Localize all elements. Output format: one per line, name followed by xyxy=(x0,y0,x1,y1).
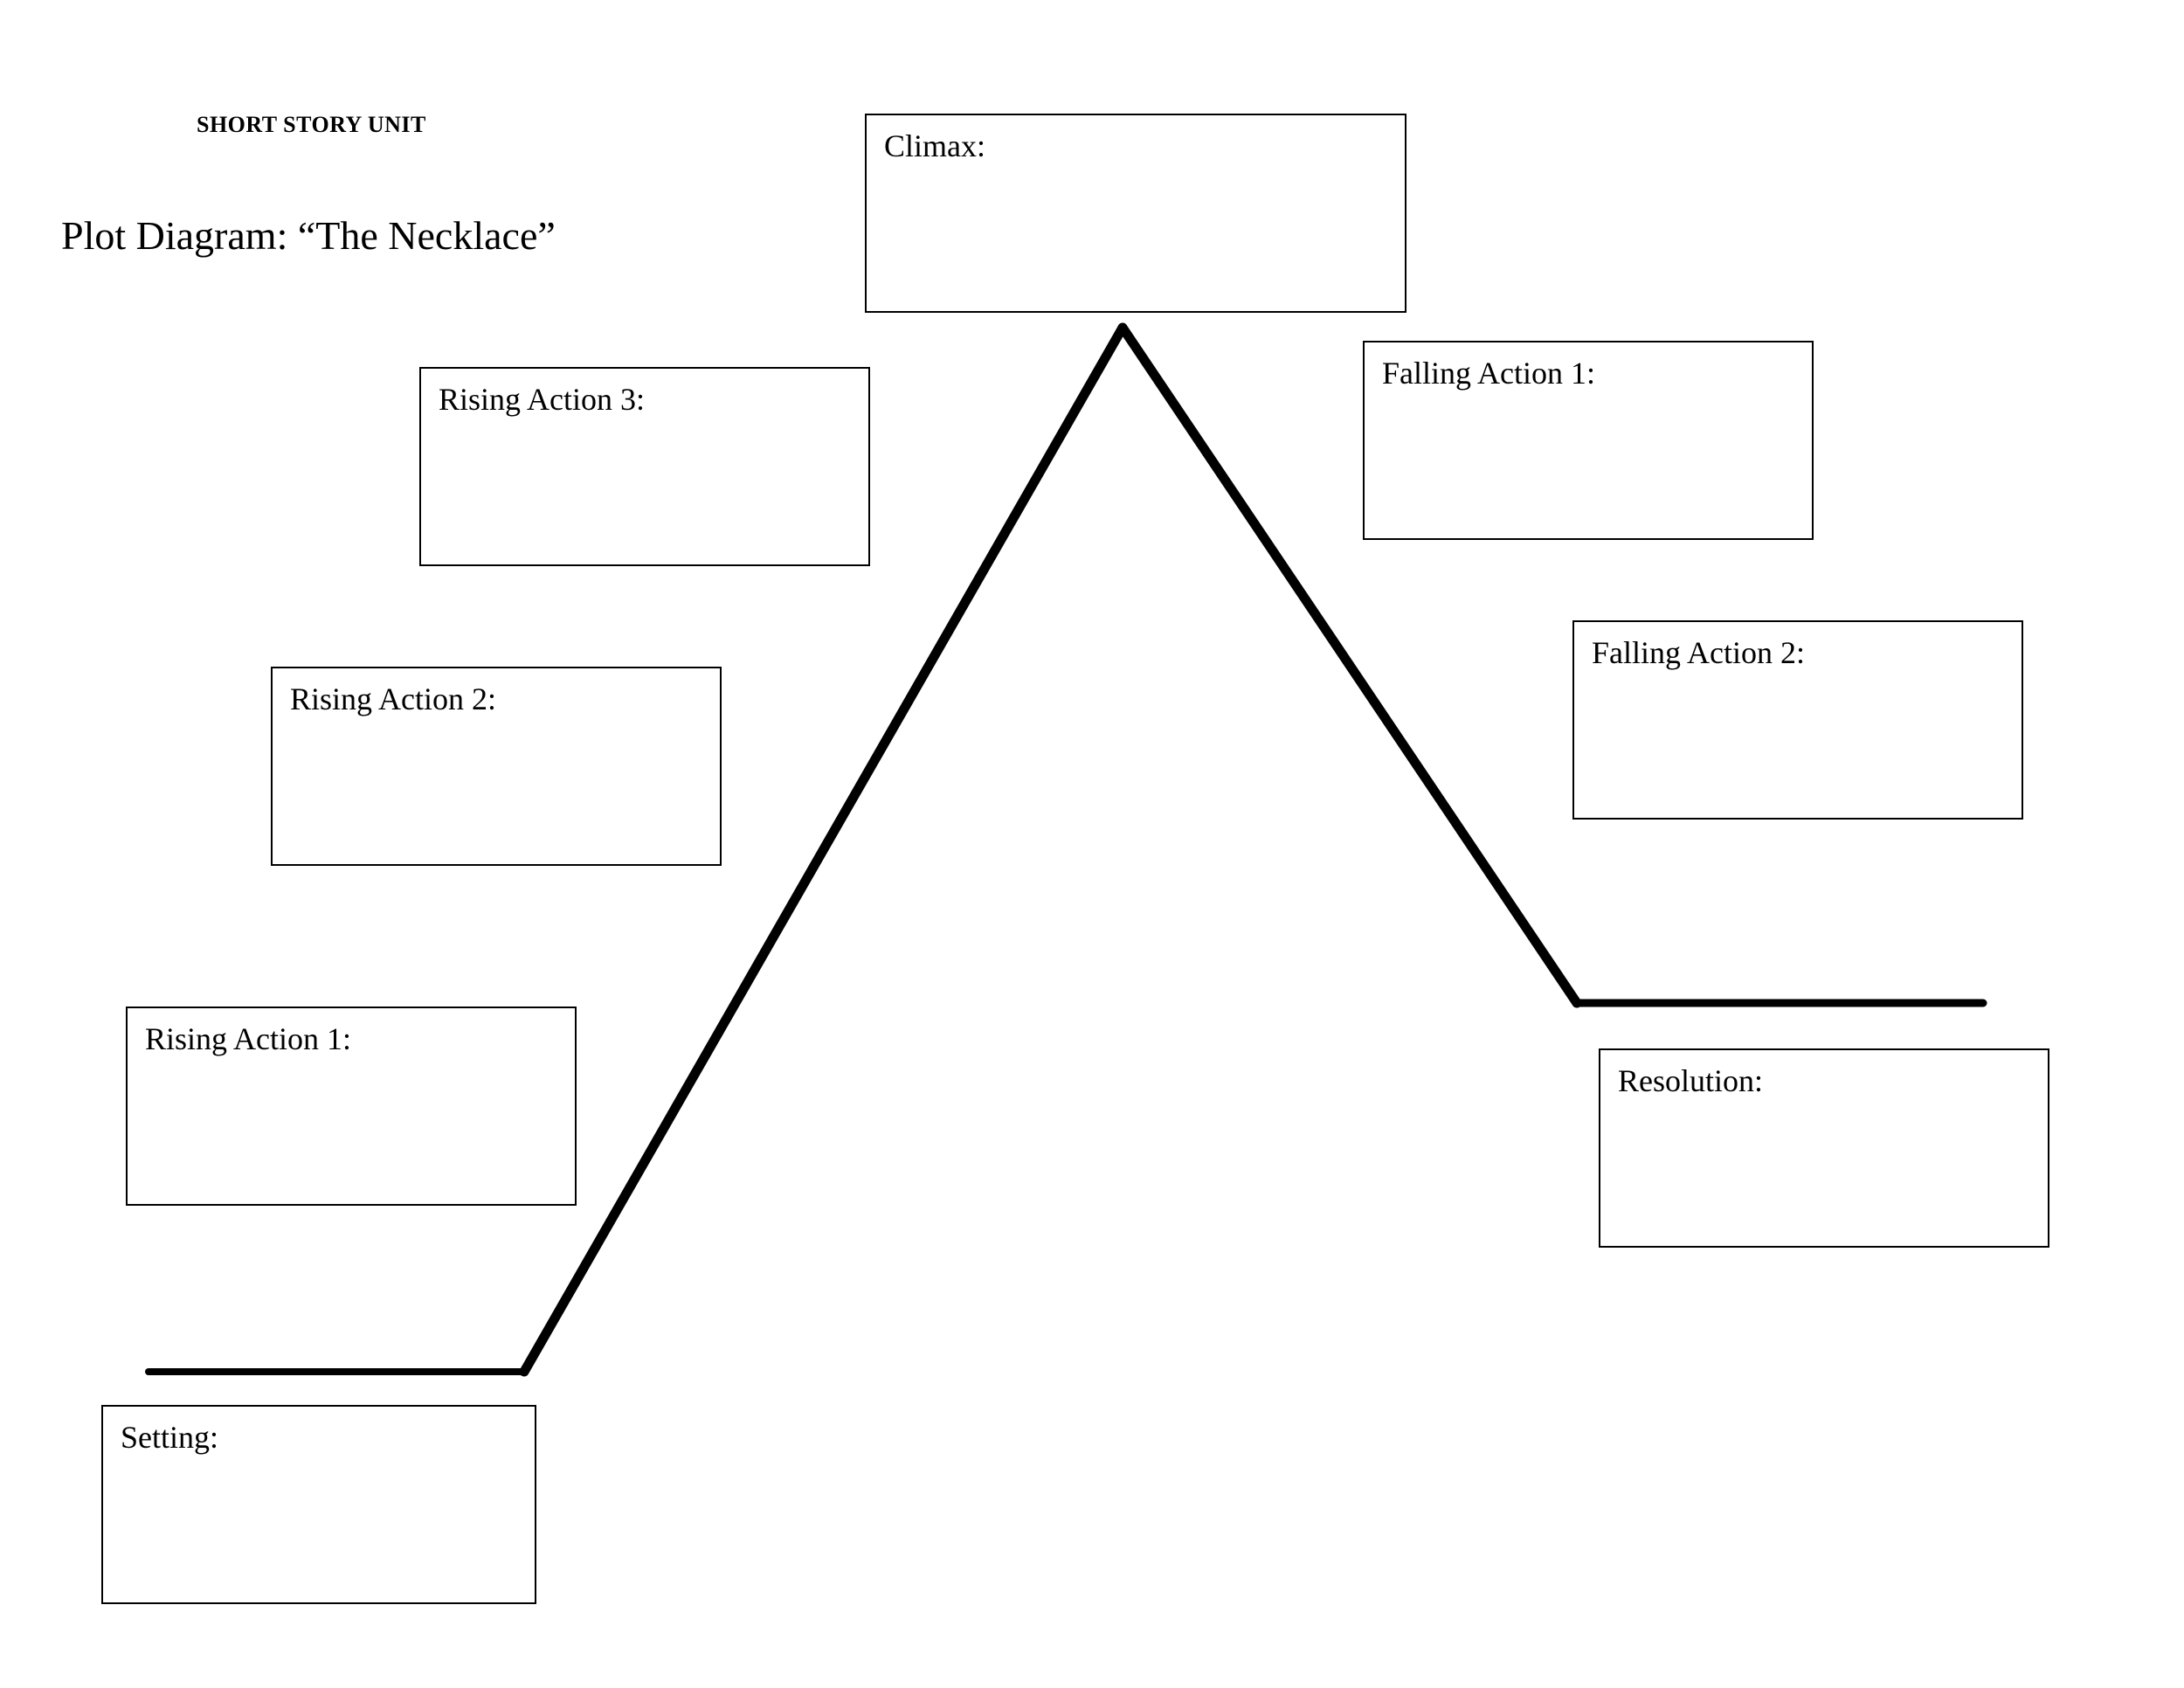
box-rising3: Rising Action 3: xyxy=(419,367,870,566)
box-label-rising3: Rising Action 3: xyxy=(439,381,851,418)
box-falling2: Falling Action 2: xyxy=(1572,620,2023,820)
unit-label: SHORT STORY UNIT xyxy=(197,112,426,138)
box-label-setting: Setting: xyxy=(121,1419,517,1456)
box-climax: Climax: xyxy=(865,114,1406,313)
box-resolution: Resolution: xyxy=(1599,1048,2049,1248)
box-falling1: Falling Action 1: xyxy=(1363,341,1814,540)
box-rising1: Rising Action 1: xyxy=(126,1007,577,1206)
box-label-climax: Climax: xyxy=(884,128,1387,164)
box-label-rising1: Rising Action 1: xyxy=(145,1020,557,1057)
box-label-resolution: Resolution: xyxy=(1618,1062,2030,1099)
box-label-falling1: Falling Action 1: xyxy=(1382,355,1794,391)
box-setting: Setting: xyxy=(101,1405,536,1604)
box-rising2: Rising Action 2: xyxy=(271,667,722,866)
box-label-rising2: Rising Action 2: xyxy=(290,681,702,717)
page-title: Plot Diagram: “The Necklace” xyxy=(61,212,556,259)
box-label-falling2: Falling Action 2: xyxy=(1592,634,2004,671)
